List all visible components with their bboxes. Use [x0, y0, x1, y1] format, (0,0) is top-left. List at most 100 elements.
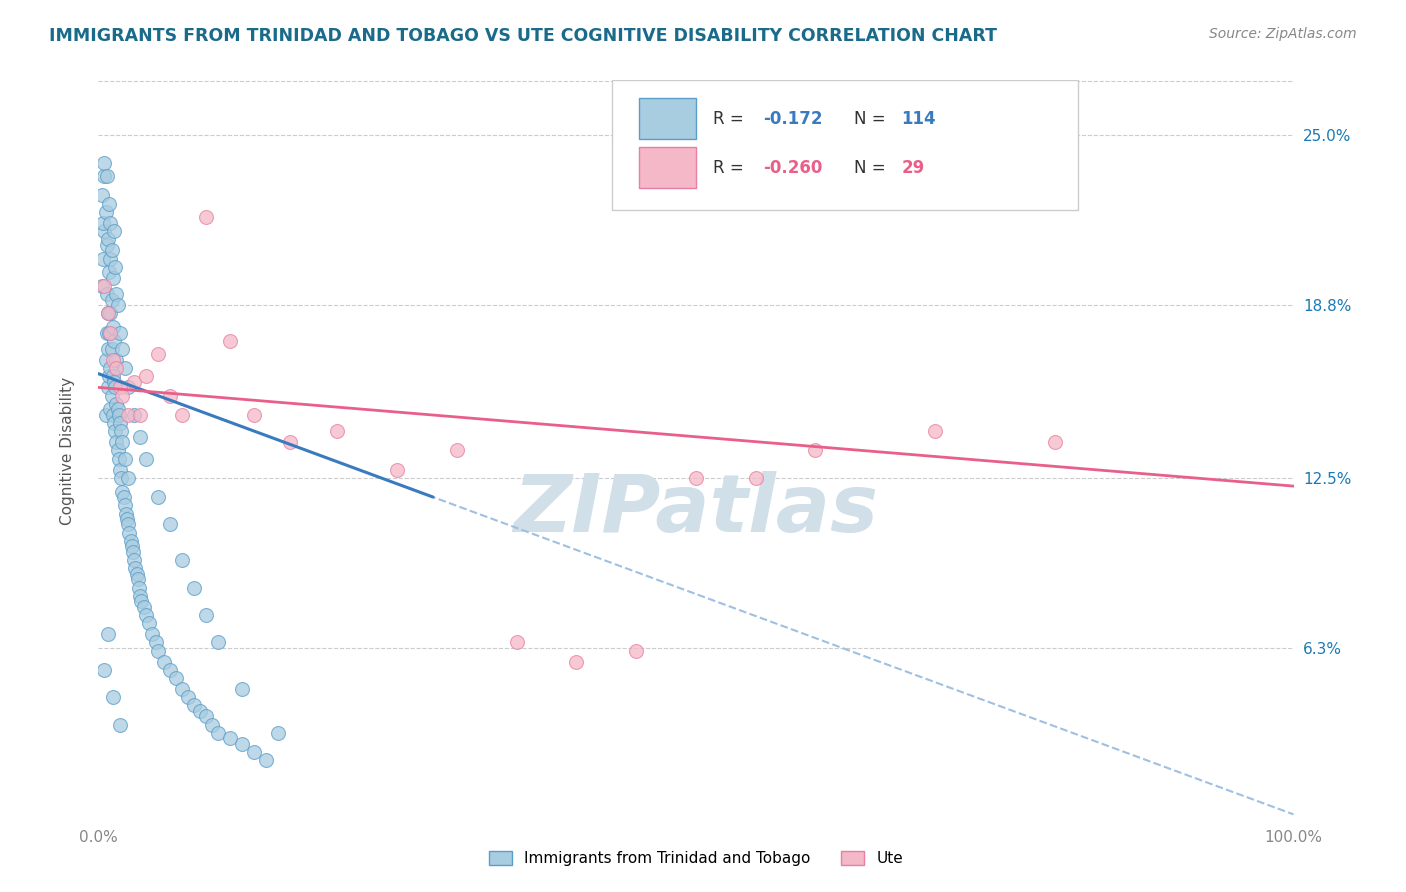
FancyBboxPatch shape: [638, 98, 696, 139]
Point: [153, 655, 176, 669]
Point: [172, 681, 194, 696]
Point: [117, 517, 139, 532]
Point: [94, 205, 117, 219]
Point: [135, 607, 157, 622]
Point: [124, 408, 146, 422]
Point: [121, 540, 143, 554]
Point: [506, 635, 529, 649]
Point: [91, 252, 114, 266]
Point: [127, 572, 149, 586]
Point: [103, 334, 125, 348]
Point: [685, 471, 707, 485]
Point: [96, 287, 118, 301]
Point: [267, 726, 290, 740]
Point: [148, 490, 170, 504]
Point: [118, 525, 141, 540]
Point: [231, 681, 253, 696]
Point: [117, 471, 139, 485]
Point: [104, 260, 127, 274]
Point: [125, 566, 148, 581]
Point: [97, 342, 120, 356]
Point: [565, 655, 588, 669]
Point: [110, 424, 132, 438]
Point: [110, 471, 132, 485]
Point: [108, 717, 131, 731]
Point: [254, 753, 277, 767]
Point: [172, 553, 194, 567]
Point: [101, 353, 124, 368]
Point: [243, 408, 266, 422]
Point: [115, 507, 138, 521]
Text: -0.172: -0.172: [763, 110, 823, 128]
Point: [100, 244, 122, 258]
Point: [107, 298, 129, 312]
Point: [124, 375, 146, 389]
Point: [114, 498, 136, 512]
Point: [177, 690, 200, 705]
Point: [195, 709, 218, 723]
Point: [201, 717, 224, 731]
Point: [115, 512, 138, 526]
Point: [128, 581, 150, 595]
Point: [93, 224, 115, 238]
Point: [141, 627, 163, 641]
Point: [111, 342, 134, 356]
Point: [131, 594, 153, 608]
Point: [96, 326, 118, 340]
Point: [132, 599, 155, 614]
Point: [105, 397, 128, 411]
Point: [112, 490, 135, 504]
Point: [326, 424, 349, 438]
Point: [243, 745, 266, 759]
Point: [98, 402, 122, 417]
Point: [98, 326, 121, 340]
Point: [207, 635, 229, 649]
Point: [108, 416, 131, 430]
Point: [172, 408, 194, 422]
Point: [98, 216, 122, 230]
Point: [195, 607, 218, 622]
Point: [124, 553, 146, 567]
Point: [93, 663, 115, 677]
Point: [101, 369, 124, 384]
Point: [100, 342, 122, 356]
Text: 29: 29: [901, 159, 925, 177]
Point: [105, 361, 128, 376]
Point: [626, 643, 648, 657]
Point: [111, 435, 134, 450]
Point: [122, 545, 145, 559]
Point: [183, 698, 205, 713]
Point: [98, 306, 122, 320]
Point: [93, 169, 115, 184]
Point: [101, 408, 124, 422]
Point: [97, 306, 120, 320]
Point: [93, 279, 115, 293]
Point: [745, 471, 768, 485]
Point: [278, 435, 301, 450]
Point: [114, 451, 136, 466]
Point: [804, 443, 827, 458]
Point: [138, 616, 160, 631]
Point: [111, 484, 134, 499]
Point: [135, 451, 157, 466]
Point: [94, 408, 117, 422]
Point: [195, 211, 218, 225]
Point: [105, 287, 128, 301]
Point: [96, 169, 118, 184]
Point: [98, 361, 122, 376]
Point: [103, 416, 125, 430]
FancyBboxPatch shape: [613, 80, 1078, 210]
Point: [135, 369, 157, 384]
Point: [219, 731, 242, 746]
Point: [124, 561, 146, 575]
Text: -0.260: -0.260: [763, 159, 823, 177]
Point: [129, 430, 152, 444]
Point: [111, 389, 134, 403]
Text: R =: R =: [713, 159, 749, 177]
Point: [98, 326, 122, 340]
Point: [97, 306, 120, 320]
Point: [98, 252, 122, 266]
FancyBboxPatch shape: [638, 147, 696, 188]
Point: [105, 435, 128, 450]
Point: [101, 320, 124, 334]
